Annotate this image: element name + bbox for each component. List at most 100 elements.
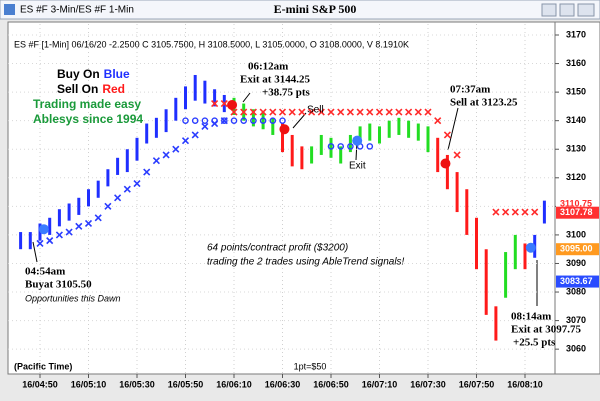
annotation: 08:14am — [511, 311, 551, 323]
stop-marker — [502, 208, 510, 216]
annotation: 04:54am — [25, 266, 65, 278]
stop-marker — [249, 108, 257, 116]
stop-marker — [182, 117, 189, 124]
stop-marker — [201, 117, 209, 124]
stop-marker — [220, 117, 228, 124]
stop-marker — [84, 219, 93, 228]
window-buttons[interactable] — [541, 3, 595, 17]
stop-marker — [453, 151, 461, 159]
app-icon — [4, 4, 15, 15]
annotation: Exit at 3097.75 — [511, 324, 581, 336]
stop-marker — [269, 117, 277, 124]
y-tick-label: 3070 — [566, 315, 586, 325]
stop-marker — [143, 168, 151, 176]
stop-marker — [269, 108, 277, 116]
signal-dot — [525, 242, 536, 253]
stop-marker — [385, 108, 393, 116]
stop-marker — [152, 157, 160, 165]
y-tick-label: 3170 — [566, 29, 586, 39]
legend-line: Buy On Blue — [57, 67, 130, 81]
window-title: ES #F 3-Min/ES #F 1-Min — [20, 5, 134, 16]
legend-line: Sell On Red — [57, 82, 125, 96]
stop-marker — [327, 143, 335, 150]
stop-marker — [259, 108, 267, 116]
stop-marker — [492, 208, 500, 216]
stop-marker — [55, 231, 63, 239]
legend-part: Blue — [104, 67, 130, 81]
arrow — [292, 112, 307, 129]
arrow — [447, 107, 459, 151]
signal-dot — [440, 158, 451, 169]
profit-note: 64 points/contract profit ($3200) — [207, 243, 348, 254]
stop-marker — [162, 151, 170, 159]
stop-marker — [317, 108, 325, 116]
profit-note: trading the 2 trades using AbleTrend sig… — [207, 257, 405, 268]
stop-marker — [46, 237, 54, 245]
stop-marker — [104, 202, 112, 210]
stop-marker — [366, 108, 374, 116]
chart-title: E-mini S&P 500 — [274, 2, 357, 16]
stop-marker — [375, 108, 384, 116]
price-axis — [554, 21, 600, 375]
stop-marker — [191, 117, 199, 124]
x-tick-label: 16/07:30 — [410, 379, 446, 389]
timezone: (Pacific Time) — [14, 361, 72, 371]
signal-dot — [227, 99, 238, 110]
stop-marker — [211, 117, 218, 124]
price-tag-label: 3110.75 — [560, 199, 592, 209]
price-tag-label: 3095.00 — [560, 244, 593, 254]
stop-marker — [521, 208, 529, 216]
y-tick-label: 3150 — [566, 86, 586, 96]
minimize-button[interactable] — [541, 3, 557, 17]
stop-marker — [337, 143, 345, 150]
info-line: ES #F [1-Min] 06/16/20 -2.2500 C 3105.75… — [14, 39, 409, 49]
stop-marker — [279, 117, 286, 124]
annotation: 07:37am — [450, 84, 490, 96]
y-tick-label: 3080 — [566, 286, 586, 296]
stop-marker — [114, 194, 122, 202]
annotation: +38.75 pts — [262, 87, 311, 99]
stop-marker — [65, 228, 73, 236]
x-tick-label: 16/08:10 — [507, 379, 543, 389]
y-tick-label: 3060 — [566, 344, 586, 354]
stop-marker — [434, 117, 442, 125]
stop-marker — [288, 108, 296, 116]
plot-area — [7, 21, 556, 375]
x-tick-label: 16/05:10 — [71, 379, 107, 389]
price-tag — [556, 206, 599, 219]
stop-marker — [531, 208, 539, 216]
price-tag-label: 3083.67 — [560, 276, 593, 286]
maximize-button[interactable] — [559, 3, 575, 17]
stop-marker — [337, 108, 345, 116]
stop-marker — [211, 99, 219, 108]
annotation: Buyat 3105.50 — [25, 279, 92, 291]
y-tick-label: 3090 — [566, 258, 586, 268]
y-tick-label: 3160 — [566, 58, 586, 68]
stop-marker — [424, 108, 432, 116]
x-tick-label: 16/07:10 — [362, 379, 398, 389]
stop-marker — [133, 179, 141, 188]
stop-marker — [395, 108, 403, 116]
stop-marker — [278, 108, 287, 116]
stop-marker — [511, 208, 519, 216]
point-value: 1pt=$50 — [294, 361, 327, 371]
price-tag — [556, 275, 599, 288]
stop-marker — [220, 99, 228, 108]
legend-part: Red — [102, 82, 125, 96]
annotation: Sell — [307, 105, 324, 116]
tagline: Ablesys since 1994 — [33, 112, 143, 126]
price-tag-label: 3107.78 — [560, 207, 593, 217]
annotation: Exit at 3144.25 — [240, 74, 310, 86]
close-button[interactable] — [577, 3, 595, 17]
stop-marker — [250, 117, 257, 124]
x-tick-label: 16/04:50 — [22, 379, 58, 389]
annotation: Sell at 3123.25 — [450, 97, 518, 109]
stop-marker — [230, 108, 238, 116]
legend-part: Buy On — [57, 67, 100, 81]
stop-marker — [443, 131, 451, 139]
annotation: Opportunities this Dawn — [25, 293, 121, 303]
legend-part: Sell On — [57, 82, 98, 96]
stop-marker — [414, 108, 422, 116]
y-tick-label: 3140 — [566, 115, 586, 125]
